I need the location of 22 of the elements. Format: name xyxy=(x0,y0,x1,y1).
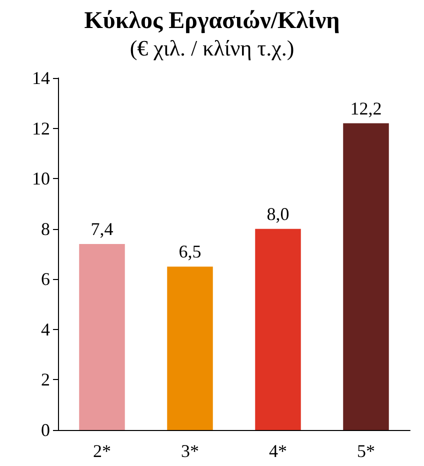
data-label: 7,4 xyxy=(90,218,114,239)
bar xyxy=(343,123,389,430)
chart-title: Κύκλος Εργασιών/Κλίνη xyxy=(84,8,340,34)
x-tick-label: 2* xyxy=(93,441,111,461)
x-tick-label: 5* xyxy=(357,441,375,461)
bar xyxy=(255,228,301,430)
y-tick-label: 10 xyxy=(32,168,50,189)
y-tick-label: 2 xyxy=(41,370,50,390)
bar xyxy=(79,244,125,430)
data-label: 6,5 xyxy=(178,242,202,262)
y-tick-label: 0 xyxy=(41,420,50,440)
data-label: 8,0 xyxy=(266,204,290,224)
y-tick-label: 12 xyxy=(32,118,50,138)
y-tick-label: 4 xyxy=(41,319,50,340)
bar xyxy=(167,266,213,430)
y-tick-label: 8 xyxy=(41,218,50,239)
y-tick-label: 6 xyxy=(41,269,50,290)
x-tick-label: 3* xyxy=(181,441,199,461)
chart-subtitle: (€ χιλ. / κλίνη τ.χ.) xyxy=(130,36,294,60)
x-tick-label: 4* xyxy=(269,441,287,461)
data-label: 12,2 xyxy=(350,98,382,118)
y-tick-label: 14 xyxy=(32,68,50,88)
